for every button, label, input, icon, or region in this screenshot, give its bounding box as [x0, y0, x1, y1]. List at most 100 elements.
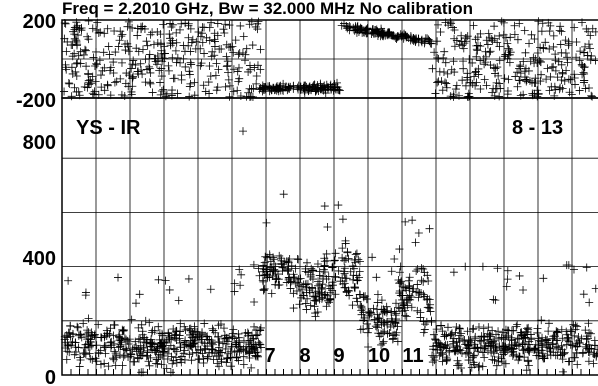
phase-point — [67, 92, 76, 101]
amplitude-point — [361, 292, 370, 301]
phase-point — [239, 32, 248, 41]
phase-point — [565, 88, 574, 97]
amplitude-point — [158, 331, 167, 340]
phase-point — [72, 37, 81, 46]
amplitude-point — [120, 334, 129, 343]
amplitude-point — [62, 355, 71, 364]
amplitude-point — [294, 281, 303, 290]
amplitude-point — [308, 275, 317, 284]
phase-point — [223, 61, 232, 70]
amplitude-point — [227, 362, 236, 371]
phase-point — [61, 19, 70, 28]
phase-point — [457, 37, 466, 46]
amplitude-point — [387, 267, 396, 276]
amplitude-point — [457, 363, 466, 372]
amplitude-point — [284, 258, 293, 267]
amplitude-outlier — [239, 127, 247, 136]
phase-point — [160, 42, 169, 51]
phase-point — [450, 68, 459, 77]
phase-point — [84, 69, 93, 78]
phase-point — [196, 61, 205, 70]
phase-point — [242, 44, 251, 53]
phase-point — [221, 82, 230, 91]
amplitude-point — [497, 333, 506, 342]
phase-point — [561, 48, 570, 57]
phase-point — [581, 84, 590, 93]
amplitude-point — [549, 339, 558, 348]
phase-point — [99, 48, 108, 57]
amplitude-point — [440, 341, 449, 350]
phase-point — [200, 49, 209, 58]
amplitude-point — [235, 265, 244, 274]
phase-point — [124, 47, 133, 56]
amplitude-point — [234, 329, 243, 338]
phase-point — [530, 59, 539, 68]
phase-point — [304, 86, 313, 95]
phase-point — [225, 42, 234, 51]
phase-point — [465, 92, 474, 101]
phase-point — [225, 21, 234, 30]
phase-point — [506, 33, 515, 42]
phase-point — [520, 26, 529, 35]
amplitude-point — [222, 358, 231, 367]
amplitude-point — [427, 317, 436, 326]
amplitude-point — [592, 351, 598, 360]
amplitude-point — [524, 323, 533, 332]
amplitude-point — [119, 345, 128, 354]
amplitude-point — [519, 334, 528, 343]
amplitude-point — [537, 316, 546, 325]
phase-point — [490, 34, 499, 43]
amplitude-point — [268, 272, 277, 281]
phase-point — [513, 68, 522, 77]
amplitude-point — [64, 276, 73, 285]
phase-point — [586, 56, 595, 65]
amplitude-point — [108, 354, 117, 363]
phase-point — [70, 83, 79, 92]
amplitude-point — [569, 320, 578, 329]
phase-point — [576, 47, 585, 56]
channel-range-label: 8 - 13 — [512, 117, 563, 139]
phase-point — [79, 50, 88, 59]
phase-point — [64, 79, 73, 88]
y-tick-amp-400: 400 — [23, 248, 56, 270]
amplitude-point — [423, 271, 432, 280]
phase-point — [61, 60, 70, 69]
phase-point — [554, 57, 563, 66]
amplitude-point — [186, 336, 195, 345]
amplitude-point — [524, 361, 533, 370]
baseline-label: YS - IR — [76, 117, 141, 139]
amplitude-point — [306, 270, 315, 279]
phase-point — [435, 67, 444, 76]
amplitude-point — [533, 328, 542, 337]
phase-point — [205, 23, 214, 32]
amplitude-point — [573, 360, 582, 369]
amplitude-point — [129, 357, 138, 366]
amplitude-point — [308, 283, 317, 292]
phase-point — [129, 56, 138, 65]
amplitude-point — [156, 338, 165, 347]
phase-point — [472, 52, 481, 61]
phase-point — [222, 40, 231, 49]
phase-point — [95, 56, 104, 65]
amplitude-point — [513, 335, 522, 344]
phase-point — [480, 75, 489, 84]
phase-point — [488, 88, 497, 97]
amplitude-point — [127, 315, 136, 324]
amplitude-point — [554, 344, 563, 353]
amplitude-point — [186, 330, 195, 339]
amplitude-point — [564, 357, 573, 366]
amplitude-point — [330, 256, 339, 265]
amplitude-point — [211, 328, 220, 337]
phase-point — [501, 50, 510, 59]
amplitude-point — [295, 300, 304, 309]
phase-point — [173, 53, 182, 62]
phase-point — [157, 46, 166, 55]
phase-point — [256, 45, 265, 54]
phase-point — [172, 58, 181, 67]
amplitude-point — [368, 253, 377, 262]
y-tick-amp-800: 800 — [23, 132, 56, 154]
phase-point — [433, 37, 442, 46]
amplitude-point — [523, 324, 532, 333]
phase-point — [446, 92, 455, 101]
amplitude-point — [321, 290, 330, 299]
